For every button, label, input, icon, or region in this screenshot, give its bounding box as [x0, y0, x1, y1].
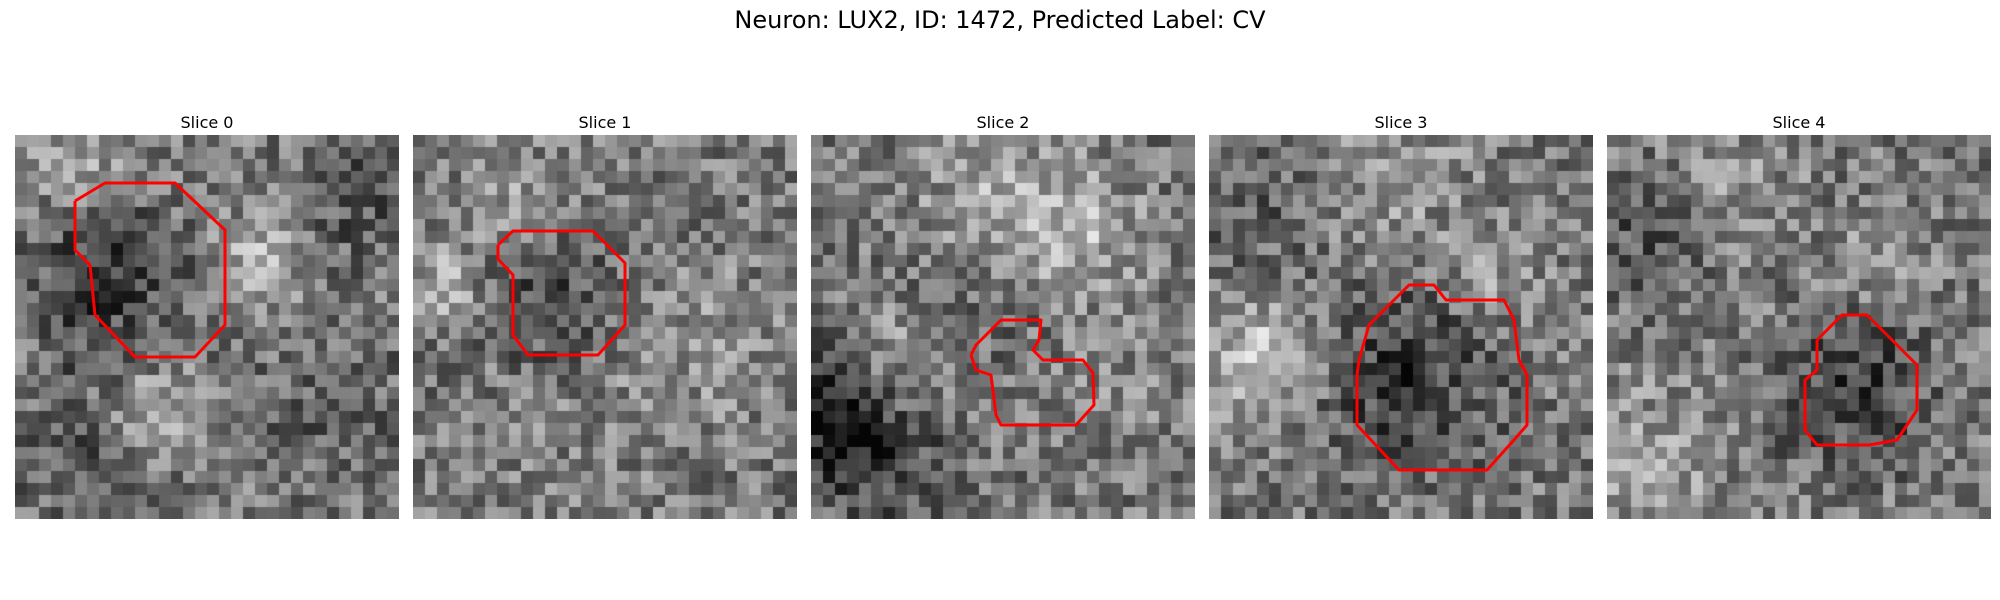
roi-contour: [73, 181, 227, 359]
slice-panel-2: Slice 2: [811, 112, 1195, 519]
slice-title: Slice 2: [976, 113, 1030, 132]
slice-image: [413, 135, 797, 519]
roi-contour: [1803, 313, 1919, 447]
slice-title: Slice 1: [578, 113, 632, 132]
roi-contour: [496, 229, 627, 357]
slice-title: Slice 0: [180, 113, 234, 132]
slice-panel-3: Slice 3: [1209, 112, 1593, 519]
roi-contour: [969, 318, 1096, 427]
slice-panel-0: Slice 0: [15, 112, 399, 519]
slice-image: [1209, 135, 1593, 519]
roi-contour: [1355, 283, 1529, 472]
figure-title: Neuron: LUX2, ID: 1472, Predicted Label:…: [734, 6, 1266, 34]
slice-panel-1: Slice 1: [413, 112, 797, 519]
slice-title: Slice 4: [1772, 113, 1826, 132]
slice-panel-4: Slice 4: [1607, 112, 1991, 519]
slice-image: [811, 135, 1195, 519]
slice-image: [1607, 135, 1991, 519]
slice-title: Slice 3: [1374, 113, 1428, 132]
